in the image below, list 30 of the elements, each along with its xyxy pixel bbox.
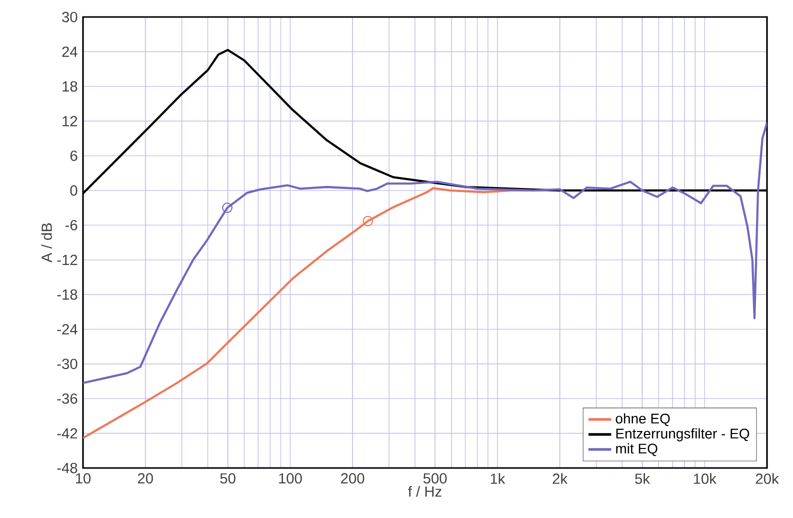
y-tick-label: -30	[57, 358, 78, 370]
y-tick-label: -6	[65, 220, 78, 230]
x-tick-label: 100	[279, 473, 302, 484]
y-tick-label: -48	[57, 462, 78, 474]
y-tick-label: -24	[57, 324, 78, 334]
x-axis-title: f / Hz	[408, 486, 442, 497]
legend-label: mit EQ	[616, 443, 658, 456]
x-tick-label: 2k	[552, 473, 568, 484]
y-tick-label: 30	[62, 12, 78, 22]
y-tick-label: 0	[70, 185, 78, 196]
x-tick-label: 20k	[756, 473, 779, 484]
y-tick-label: -36	[57, 393, 78, 404]
y-tick-label: 18	[62, 81, 78, 92]
legend-label: ohne EQ	[616, 413, 670, 426]
x-tick-label: 500	[423, 473, 447, 484]
y-tick-label: 6	[70, 150, 78, 161]
x-tick-label: 5k	[635, 473, 650, 484]
x-tick-label: 20	[138, 473, 153, 484]
y-tick-label: -12	[57, 254, 78, 265]
x-tick-label: 1k	[490, 473, 506, 484]
x-tick-label: 10	[76, 473, 91, 484]
y-tick-label: -42	[57, 428, 78, 438]
x-tick-label: 200	[341, 473, 364, 484]
x-tick-label: 10k	[694, 473, 716, 484]
x-tick-label: 50	[220, 473, 236, 484]
y-axis-title: A / dB	[41, 223, 52, 262]
legend-label: Entzerrungsfilter - EQ	[616, 428, 750, 442]
y-tick-label: 24	[62, 46, 78, 57]
y-tick-label: -18	[57, 289, 78, 300]
y-tick-label: 12	[62, 116, 78, 126]
